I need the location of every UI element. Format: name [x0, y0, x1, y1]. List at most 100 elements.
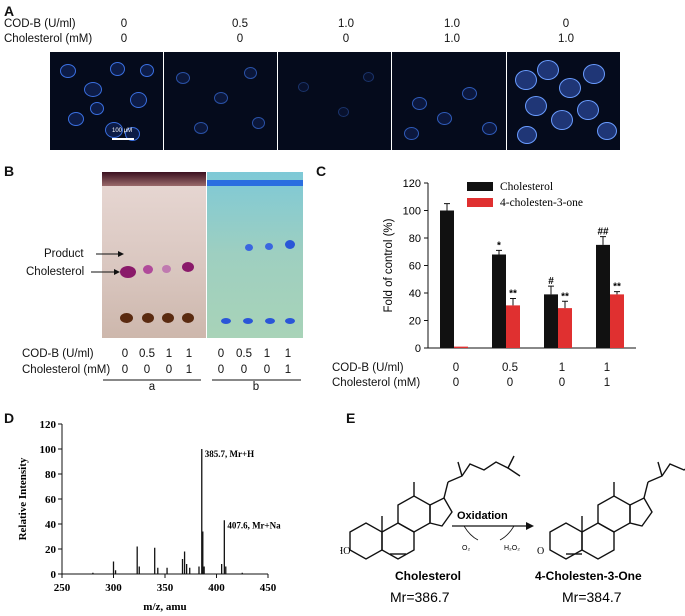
- reaction-scheme: HO Cholesterol Mr=386.7 Oxidation O₂ H₂O…: [340, 455, 685, 605]
- panel-b-cod-value: 0.5: [236, 348, 252, 360]
- oxidation-label: Oxidation: [457, 510, 508, 522]
- product-label: Product: [44, 248, 84, 260]
- panel-b-cod-value: 1: [165, 348, 173, 360]
- y-tick-label: 120: [403, 178, 421, 190]
- panel-c-cod-value: 0: [452, 362, 460, 374]
- bar: [596, 244, 610, 348]
- panel-a-cod-value: 1.0: [444, 18, 460, 30]
- scale-bar-label: 100 μM: [112, 128, 133, 134]
- bar: [506, 305, 520, 348]
- tlc-plate-b: [207, 172, 303, 338]
- peak-annotation: 407.6, Mr+Na: [227, 520, 281, 530]
- panel-b-cod-label: COD-B (U/ml): [22, 348, 94, 360]
- panel-c-cod-value: 1: [603, 362, 611, 374]
- cholesterol-label: Cholesterol: [26, 266, 85, 278]
- panel-b-chol-value: 0: [143, 364, 151, 376]
- tlc-spot: [221, 318, 231, 324]
- bar: [544, 294, 558, 348]
- peak-annotation: 385.7, Mr+H: [205, 449, 254, 459]
- panel-b-cod-value: 0.5: [139, 348, 155, 360]
- panel-b-chol-value: 0: [121, 364, 129, 376]
- panel-a-chol-label: Cholesterol (mM): [4, 33, 93, 45]
- tlc-spot: [243, 318, 253, 324]
- panel-b-chol-value: 0: [165, 364, 173, 376]
- tlc-spot: [245, 244, 253, 251]
- panel-a-cod-value: 0: [562, 18, 570, 30]
- micrograph-4: [392, 52, 506, 150]
- cholesterol-mr: Mr=386.7: [390, 589, 450, 605]
- tlc-spot: [182, 313, 194, 323]
- panel-c-cod-value: 1: [558, 362, 566, 374]
- y-tick-label: 20: [409, 316, 421, 328]
- significance-mark: #: [548, 276, 554, 287]
- tlc-spot: [142, 313, 154, 323]
- y-tick-label: 60: [45, 494, 57, 506]
- panel-c-chol-value: 1: [603, 377, 611, 389]
- y-axis-label: Relative Intensity: [17, 457, 29, 540]
- tlc-spot: [265, 318, 275, 324]
- x-tick-label: 400: [208, 582, 225, 594]
- bar: [492, 254, 506, 348]
- scale-bar: [112, 138, 134, 140]
- cholestenone-mr: Mr=384.7: [562, 589, 622, 605]
- micrograph-2: [164, 52, 277, 150]
- panel-c-chol-value: 0: [558, 377, 566, 389]
- y-tick-label: 120: [40, 419, 57, 431]
- tlc-spot: [120, 266, 136, 278]
- h2o2-label: H₂O₂: [504, 545, 520, 552]
- tlc-spot: [120, 313, 133, 323]
- bar: [454, 346, 468, 348]
- x-axis-label: m/z, amu: [143, 601, 186, 613]
- y-tick-label: 80: [409, 233, 421, 245]
- significance-mark: **: [613, 282, 621, 293]
- y-tick-label: 40: [45, 519, 57, 531]
- panel-label-b: B: [4, 163, 15, 179]
- y-axis-label: Fold of control (%): [383, 218, 395, 312]
- o-label: O: [537, 546, 544, 557]
- panel-a-cod-value: 1.0: [338, 18, 354, 30]
- panel-b-chol-value: 0: [263, 364, 271, 376]
- panel-label-a: A: [4, 3, 15, 19]
- panel-c-chol-value: 0: [452, 377, 460, 389]
- y-tick-label: 60: [409, 261, 421, 273]
- micrograph-5: [507, 52, 620, 150]
- micrograph-1: 100 μM: [50, 52, 163, 150]
- significance-mark: **: [561, 291, 569, 302]
- cholestenone-structure: [549, 461, 685, 560]
- y-tick-label: 100: [40, 444, 57, 456]
- legend-swatch: [467, 198, 493, 207]
- group-label-a: a: [148, 381, 156, 393]
- y-tick-label: 80: [45, 469, 57, 481]
- panel-b-chol-label: Cholesterol (mM): [22, 364, 111, 376]
- bar: [610, 294, 624, 348]
- legend-label: Cholesterol: [500, 181, 553, 193]
- panel-a-chol-value: 0: [342, 33, 350, 45]
- panel-c-cod-value: 0.5: [502, 362, 518, 374]
- x-tick-label: 350: [157, 582, 174, 594]
- panel-b-cod-value: 0: [217, 348, 225, 360]
- panel-c-cod-label: COD-B (U/ml): [332, 362, 404, 374]
- x-tick-label: 250: [54, 582, 71, 594]
- panel-c-chol-value: 0: [506, 377, 514, 389]
- y-tick-label: 20: [45, 544, 57, 556]
- cholesterol-name: Cholesterol: [395, 569, 461, 583]
- significance-mark: *: [497, 240, 501, 251]
- panel-a-chol-value: 1.0: [444, 33, 460, 45]
- y-tick-label: 0: [415, 343, 421, 355]
- panel-a-chol-value: 0: [120, 33, 128, 45]
- y-tick-label: 100: [403, 206, 421, 218]
- tlc-spot: [265, 243, 273, 250]
- panel-b-chol-value: 1: [284, 364, 292, 376]
- cholestenone-name: 4-Cholesten-3-One: [535, 569, 642, 583]
- panel-a-chol-value: 1.0: [558, 33, 574, 45]
- panel-b-cod-value: 0: [121, 348, 129, 360]
- panel-b-cod-value: 1: [284, 348, 292, 360]
- panel-a-cod-value: 0: [120, 18, 128, 30]
- legend-label: 4-cholesten-3-one: [500, 197, 583, 209]
- significance-mark: ##: [597, 227, 609, 238]
- y-tick-label: 0: [51, 569, 57, 581]
- cholesterol-structure: [349, 455, 521, 560]
- ho-label: HO: [340, 546, 350, 557]
- tlc-spot: [285, 240, 295, 249]
